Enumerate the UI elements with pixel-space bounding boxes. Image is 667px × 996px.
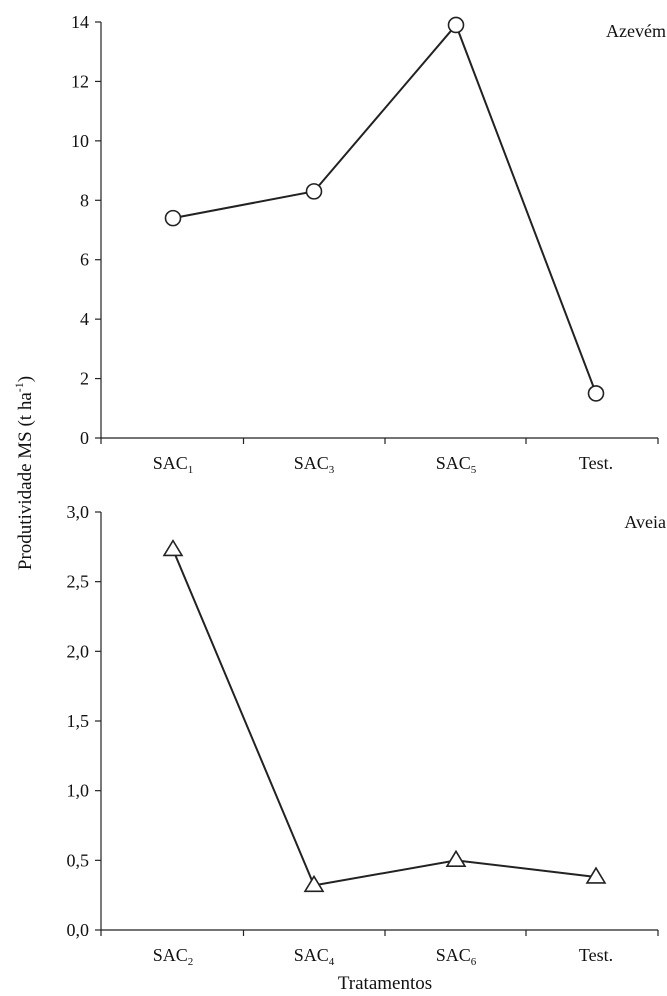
x-tick-label: SAC3 [294, 453, 335, 476]
azevem-panel: 0 2 4 6 8 10 12 14 SAC1 SAC3 SAC5 Test. Azevém [71, 12, 666, 476]
x-tick-label: SAC6 [436, 945, 477, 968]
y-tick-label: 0,5 [67, 850, 90, 870]
panel-label: Azevém [606, 21, 666, 41]
data-point-circle [164, 209, 182, 227]
y-tick-label: 0,0 [67, 920, 90, 940]
series-line [172, 549, 597, 887]
data-point-triangle [585, 866, 607, 884]
y-tick-label: 1,5 [67, 711, 90, 731]
y-tick-label: 14 [71, 12, 89, 32]
x-tick-label: Test. [579, 453, 613, 473]
y-tick-label: 8 [80, 190, 89, 210]
y-tick-label: 2 [80, 369, 89, 389]
y-tick-label: 1,0 [67, 781, 90, 801]
y-tick-label: 3,0 [67, 502, 90, 522]
x-axis-title: Tratamentos [338, 973, 432, 994]
y-tick-label: 2,0 [67, 641, 90, 661]
x-tick-label: SAC1 [153, 453, 194, 476]
y-tick-label: 10 [71, 131, 89, 151]
data-point-circle [587, 385, 605, 402]
panel-label: Aveia [624, 512, 666, 532]
x-tick-label: SAC5 [436, 453, 477, 476]
y-tick-label: 12 [71, 71, 89, 91]
x-tick-label: SAC4 [294, 945, 335, 968]
data-point-triangle [445, 849, 467, 867]
data-point-circle [447, 16, 465, 34]
data-point-triangle [162, 539, 184, 557]
y-tick-label: 0 [80, 428, 89, 448]
aveia-panel: 0,0 0,5 1,0 1,5 2,0 2,5 3,0 SAC2 SAC4 SAC6 Test. Av… [67, 502, 667, 968]
y-tick-label: 4 [80, 309, 89, 329]
y-axis-title: Produtividade MS (t ha-1) [12, 376, 36, 570]
y-tick-label: 2,5 [67, 572, 90, 592]
x-tick-label: Test. [579, 945, 613, 965]
series-line [172, 23, 597, 394]
y-tick-label: 6 [80, 250, 89, 270]
x-tick-label: SAC2 [153, 945, 194, 968]
data-point-triangle [303, 874, 325, 893]
data-point-circle [305, 183, 323, 200]
